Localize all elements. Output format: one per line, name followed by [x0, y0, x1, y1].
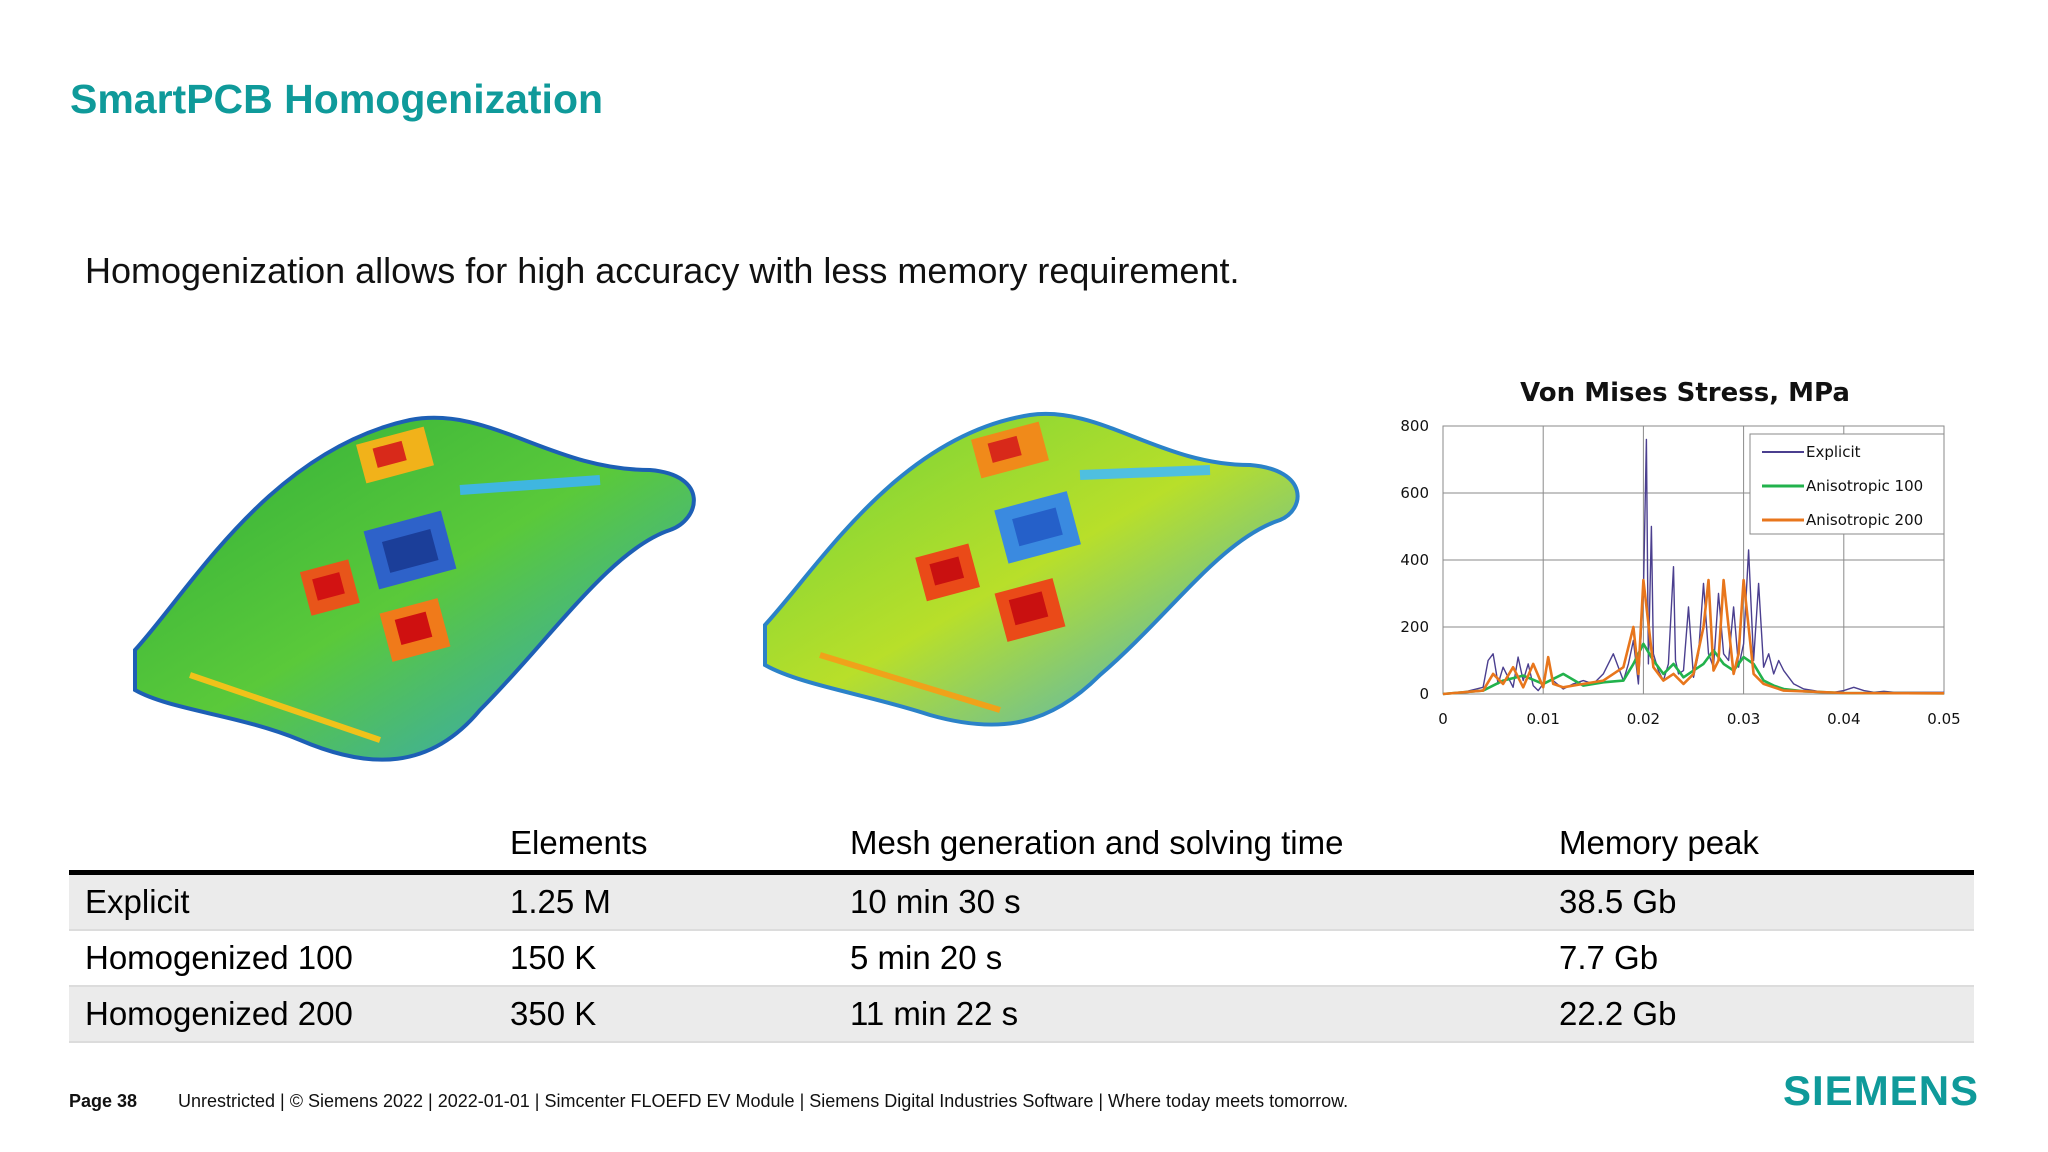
- table-header-row: Elements Mesh generation and solving tim…: [69, 810, 1974, 875]
- y-tick-label: 0: [1419, 685, 1429, 703]
- table-row: Explicit 1.25 M 10 min 30 s 38.5 Gb: [69, 872, 1974, 931]
- slide-title: SmartPCB Homogenization: [70, 76, 604, 122]
- x-tick-label: 0.03: [1727, 710, 1760, 728]
- table-cell-time: 11 min 22 s: [850, 986, 1559, 1043]
- table-header-time: Mesh generation and solving time: [850, 810, 1559, 875]
- legend-label-anisotropic-200: Anisotropic 200: [1806, 511, 1923, 529]
- legend-label-anisotropic-100: Anisotropic 100: [1806, 477, 1923, 495]
- table-cell-time: 5 min 20 s: [850, 930, 1559, 987]
- slide-subtitle: Homogenization allows for high accuracy …: [85, 250, 1240, 291]
- table-cell-memory: 22.2 Gb: [1559, 986, 1974, 1043]
- table-cell-elements: 350 K: [510, 986, 850, 1043]
- table-cell-method: Explicit: [69, 872, 510, 931]
- chart-x-axis: 0 0.01 0.02 0.03 0.04 0.05: [1438, 710, 1960, 728]
- series-line-explicit: [1442, 438, 1944, 695]
- table-cell-time: 10 min 30 s: [850, 872, 1559, 931]
- table-header-elements: Elements: [510, 810, 850, 875]
- footer-text: Unrestricted | © Siemens 2022 | 2022-01-…: [178, 1091, 1349, 1111]
- chart-series: [1442, 438, 1945, 696]
- page-number: Page 38: [69, 1091, 138, 1111]
- siemens-logo: SIEMENS: [1783, 1067, 1980, 1114]
- y-tick-label: 600: [1400, 484, 1429, 502]
- legend-box: [1749, 433, 1945, 535]
- y-tick-label: 400: [1400, 551, 1429, 569]
- table-cell-method: Homogenized 200: [69, 986, 510, 1043]
- x-tick-label: 0.04: [1827, 710, 1860, 728]
- von-mises-stress-chart: Von Mises Stress, MPa 0 200 400 600 800 0 0.0…: [1400, 378, 1960, 728]
- table-cell-elements: 1.25 M: [510, 872, 850, 931]
- table-header-memory: Memory peak: [1559, 810, 1974, 875]
- table-cell-elements: 150 K: [510, 930, 850, 987]
- chart-title: Von Mises Stress, MPa: [1520, 378, 1850, 408]
- chart-legend: Explicit Anisotropic 100 Anisotropic 200: [1749, 433, 1945, 535]
- comparison-table: Elements Mesh generation and solving tim…: [69, 810, 1974, 1043]
- table-cell-method: Homogenized 100: [69, 930, 510, 987]
- table-row: Homogenized 100 150 K 5 min 20 s 7.7 Gb: [69, 930, 1974, 987]
- series-line-anisotropic-200: [1442, 578, 1945, 696]
- pcb-stress-image-homogenized: [763, 411, 1300, 727]
- pcb-stress-image-explicit: [133, 415, 696, 762]
- x-tick-label: 0: [1438, 710, 1448, 728]
- y-tick-label: 800: [1400, 417, 1429, 435]
- chart-y-axis: 0 200 400 600 800: [1400, 417, 1429, 703]
- x-tick-label: 0.02: [1627, 710, 1660, 728]
- table-cell-memory: 38.5 Gb: [1559, 872, 1974, 931]
- y-tick-label: 200: [1400, 618, 1429, 636]
- table-header-cell: [69, 810, 510, 875]
- x-tick-label: 0.05: [1927, 710, 1960, 728]
- legend-label-explicit: Explicit: [1806, 443, 1861, 461]
- table-cell-memory: 7.7 Gb: [1559, 930, 1974, 987]
- table-row: Homogenized 200 350 K 11 min 22 s 22.2 G…: [69, 986, 1974, 1043]
- x-tick-label: 0.01: [1526, 710, 1559, 728]
